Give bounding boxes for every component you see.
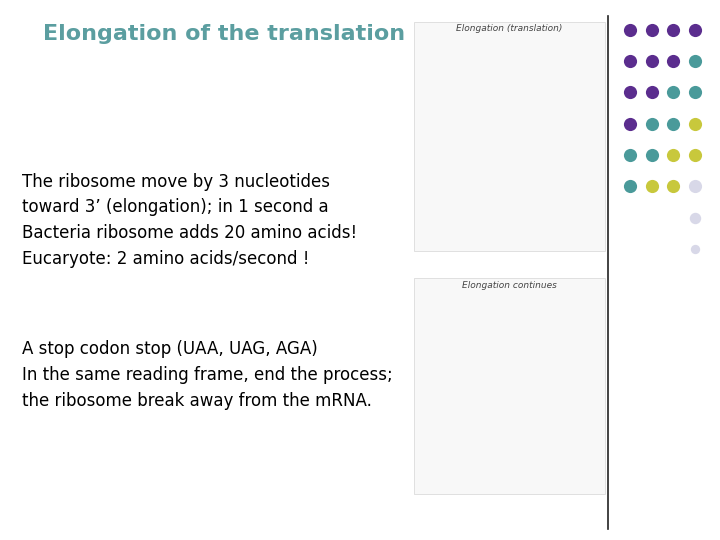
Point xyxy=(667,119,679,128)
Point xyxy=(689,245,701,253)
Point xyxy=(646,182,657,191)
Point xyxy=(667,88,679,97)
Point xyxy=(646,25,657,34)
Point xyxy=(624,119,636,128)
Point xyxy=(667,57,679,65)
Point xyxy=(689,119,701,128)
Point xyxy=(624,182,636,191)
Text: Elongation (translation): Elongation (translation) xyxy=(456,24,562,33)
Point xyxy=(646,57,657,65)
Point xyxy=(667,151,679,159)
Point xyxy=(689,25,701,34)
Text: The ribosome move by 3 nucleotides
toward 3’ (elongation); in 1 second a
Bacteri: The ribosome move by 3 nucleotides towar… xyxy=(22,173,356,268)
Point xyxy=(689,151,701,159)
Point xyxy=(646,88,657,97)
Point xyxy=(689,88,701,97)
Point xyxy=(624,88,636,97)
Point xyxy=(667,182,679,191)
Bar xyxy=(414,278,605,494)
Bar xyxy=(414,22,605,251)
Text: A stop codon stop (UAA, UAG, AGA)
In the same reading frame, end the process;
th: A stop codon stop (UAA, UAG, AGA) In the… xyxy=(22,340,392,410)
Point xyxy=(667,25,679,34)
Point xyxy=(624,25,636,34)
Point xyxy=(624,57,636,65)
Point xyxy=(646,119,657,128)
Text: Elongation of the translation: Elongation of the translation xyxy=(43,24,405,44)
Point xyxy=(646,151,657,159)
Point xyxy=(689,57,701,65)
Point xyxy=(689,213,701,222)
Point xyxy=(624,151,636,159)
Point xyxy=(689,182,701,191)
Text: Elongation continues: Elongation continues xyxy=(462,281,557,290)
